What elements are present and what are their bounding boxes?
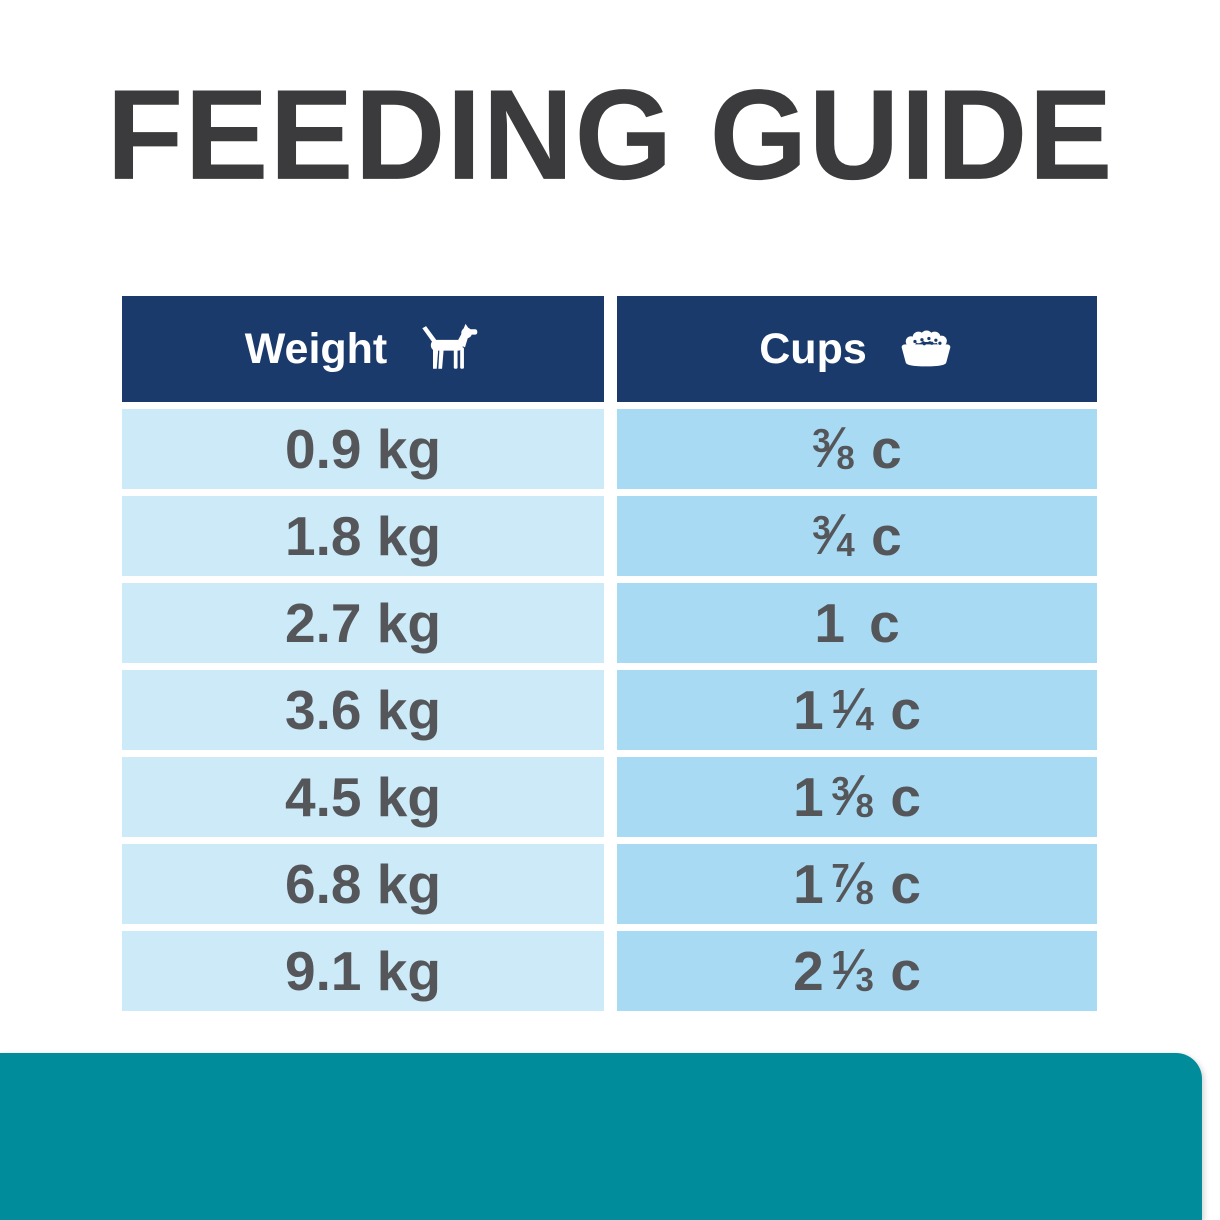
food-bowl-icon	[897, 326, 955, 372]
cups-unit: c	[890, 939, 921, 1002]
cups-whole: 1	[793, 765, 824, 828]
cups-fraction: 3⁄8	[831, 767, 874, 826]
page-title: FEEDING GUIDE	[106, 62, 1114, 207]
weight-cell: 9.1 kg	[122, 931, 604, 1011]
weight-column-header: Weight	[122, 296, 604, 402]
cups-whole: 1	[814, 591, 845, 654]
fraction-slash: ⁄	[828, 416, 839, 481]
fraction-numerator: 7	[831, 857, 850, 895]
fraction-slash: ⁄	[847, 851, 858, 916]
fraction-slash: ⁄	[847, 764, 858, 829]
weight-cell: 4.5 kg	[122, 757, 604, 837]
fraction-denominator: 8	[836, 439, 855, 477]
cups-whole: 2	[793, 939, 824, 1002]
cups-cell: 3⁄4 c	[617, 496, 1097, 576]
fraction-numerator: 3	[812, 509, 831, 547]
cups-whole: 1	[793, 678, 824, 741]
fraction-denominator: 3	[855, 961, 874, 999]
cups-unit: c	[869, 591, 900, 654]
cups-fraction: 3⁄4	[812, 506, 855, 565]
teal-footer-bar	[0, 1053, 1202, 1220]
weight-cell: 1.8 kg	[122, 496, 604, 576]
fraction-numerator: 1	[831, 683, 850, 721]
cups-cell: 2 1⁄3 c	[617, 931, 1097, 1011]
cups-cell: 3⁄8 c	[617, 409, 1097, 489]
weight-cell: 3.6 kg	[122, 670, 604, 750]
cups-unit: c	[890, 765, 921, 828]
cups-fraction: 3⁄8	[812, 419, 855, 478]
fraction-numerator: 3	[812, 422, 831, 460]
cups-column-header: Cups	[617, 296, 1097, 402]
cups-unit: c	[871, 504, 902, 567]
cups-header-label: Cups	[759, 324, 867, 373]
weight-cell: 0.9 kg	[122, 409, 604, 489]
cups-whole: 1	[793, 852, 824, 915]
cups-fraction: 7⁄8	[831, 854, 874, 913]
weight-cell: 6.8 kg	[122, 844, 604, 924]
fraction-denominator: 4	[855, 700, 874, 738]
cups-cell: 1 7⁄8 c	[617, 844, 1097, 924]
fraction-denominator: 4	[836, 526, 855, 564]
cups-cell: 1 1⁄4 c	[617, 670, 1097, 750]
fraction-numerator: 3	[831, 770, 850, 808]
feeding-table: Weight C	[122, 296, 1097, 1011]
weight-cell: 2.7 kg	[122, 583, 604, 663]
cups-cell: 1 3⁄8 c	[617, 757, 1097, 837]
cups-unit: c	[890, 852, 921, 915]
cups-fraction: 1⁄3	[831, 941, 874, 1000]
fraction-denominator: 8	[855, 874, 874, 912]
fraction-numerator: 1	[831, 944, 850, 982]
fraction-slash: ⁄	[847, 677, 858, 742]
cups-unit: c	[871, 417, 902, 480]
cups-unit: c	[890, 678, 921, 741]
dog-icon	[417, 323, 481, 375]
fraction-slash: ⁄	[828, 503, 839, 568]
weight-header-label: Weight	[244, 324, 388, 373]
fraction-denominator: 8	[855, 787, 874, 825]
fraction-slash: ⁄	[847, 938, 858, 1003]
cups-fraction: 1⁄4	[831, 680, 874, 739]
